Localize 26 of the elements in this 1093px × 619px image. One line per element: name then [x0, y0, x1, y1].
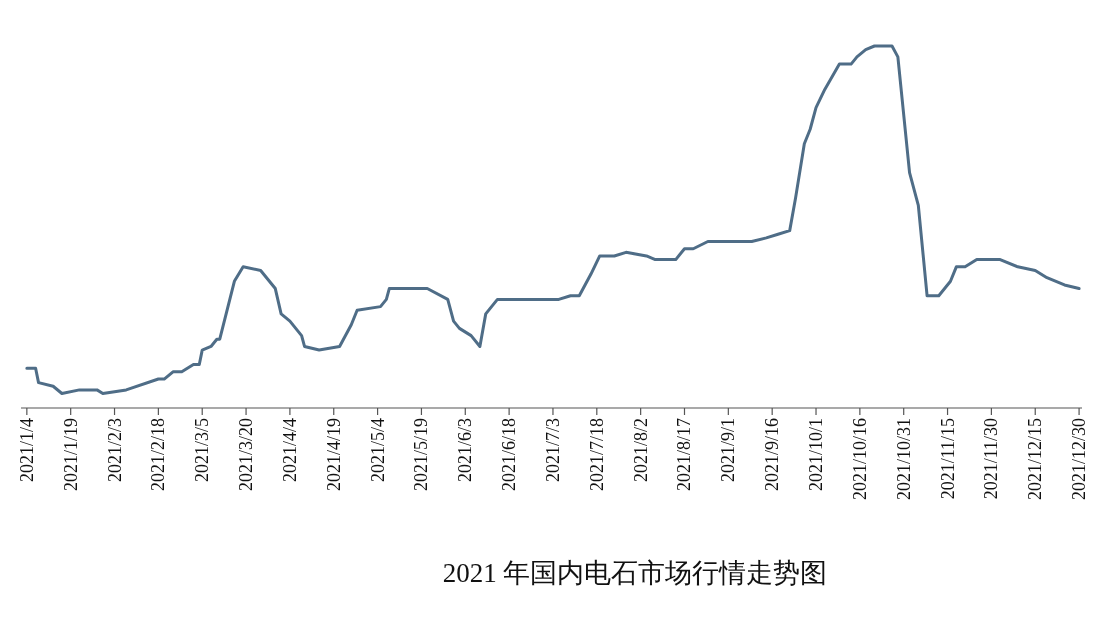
x-tick-label: 2021/4/19 [323, 418, 344, 492]
x-tick-label: 2021/11/30 [981, 418, 1002, 500]
x-tick-label: 2021/6/3 [455, 418, 476, 483]
x-tick-label: 2021/10/16 [849, 418, 870, 501]
x-tick-label: 2021/12/15 [1025, 418, 1046, 501]
x-tick-label: 2021/2/3 [104, 418, 125, 483]
x-tick-label: 2021/6/18 [499, 418, 520, 492]
x-tick-label: 2021/8/17 [674, 418, 695, 492]
x-tick-label: 2021/3/5 [192, 418, 213, 483]
x-tick-label: 2021/1/4 [16, 418, 37, 483]
x-tick-label: 2021/1/19 [60, 418, 81, 492]
x-tick-label: 2021/10/31 [893, 418, 914, 501]
text: 2021 年国内电石市场行情走势图 [442, 558, 828, 588]
x-tick-label: 2021/7/3 [542, 418, 563, 483]
x-tick-label: 2021/5/19 [411, 418, 432, 492]
x-tick-label: 2021/9/16 [762, 418, 783, 492]
x-tick-label: 2021/11/15 [937, 418, 958, 500]
x-tick-label: 2021/5/4 [367, 418, 388, 483]
x-tick-label: 2021/10/1 [806, 418, 827, 492]
x-tick-label: 2021/7/18 [586, 418, 607, 492]
x-tick-label: 2021/8/2 [630, 418, 651, 483]
x-tick-label: 2021/2/18 [148, 418, 169, 492]
x-tick-label: 2021/3/20 [236, 418, 257, 492]
x-tick-label: 2021/4/4 [279, 418, 300, 483]
x-tick-label: 2021/9/1 [718, 418, 739, 483]
x-tick-label: 2021/12/30 [1069, 418, 1090, 501]
